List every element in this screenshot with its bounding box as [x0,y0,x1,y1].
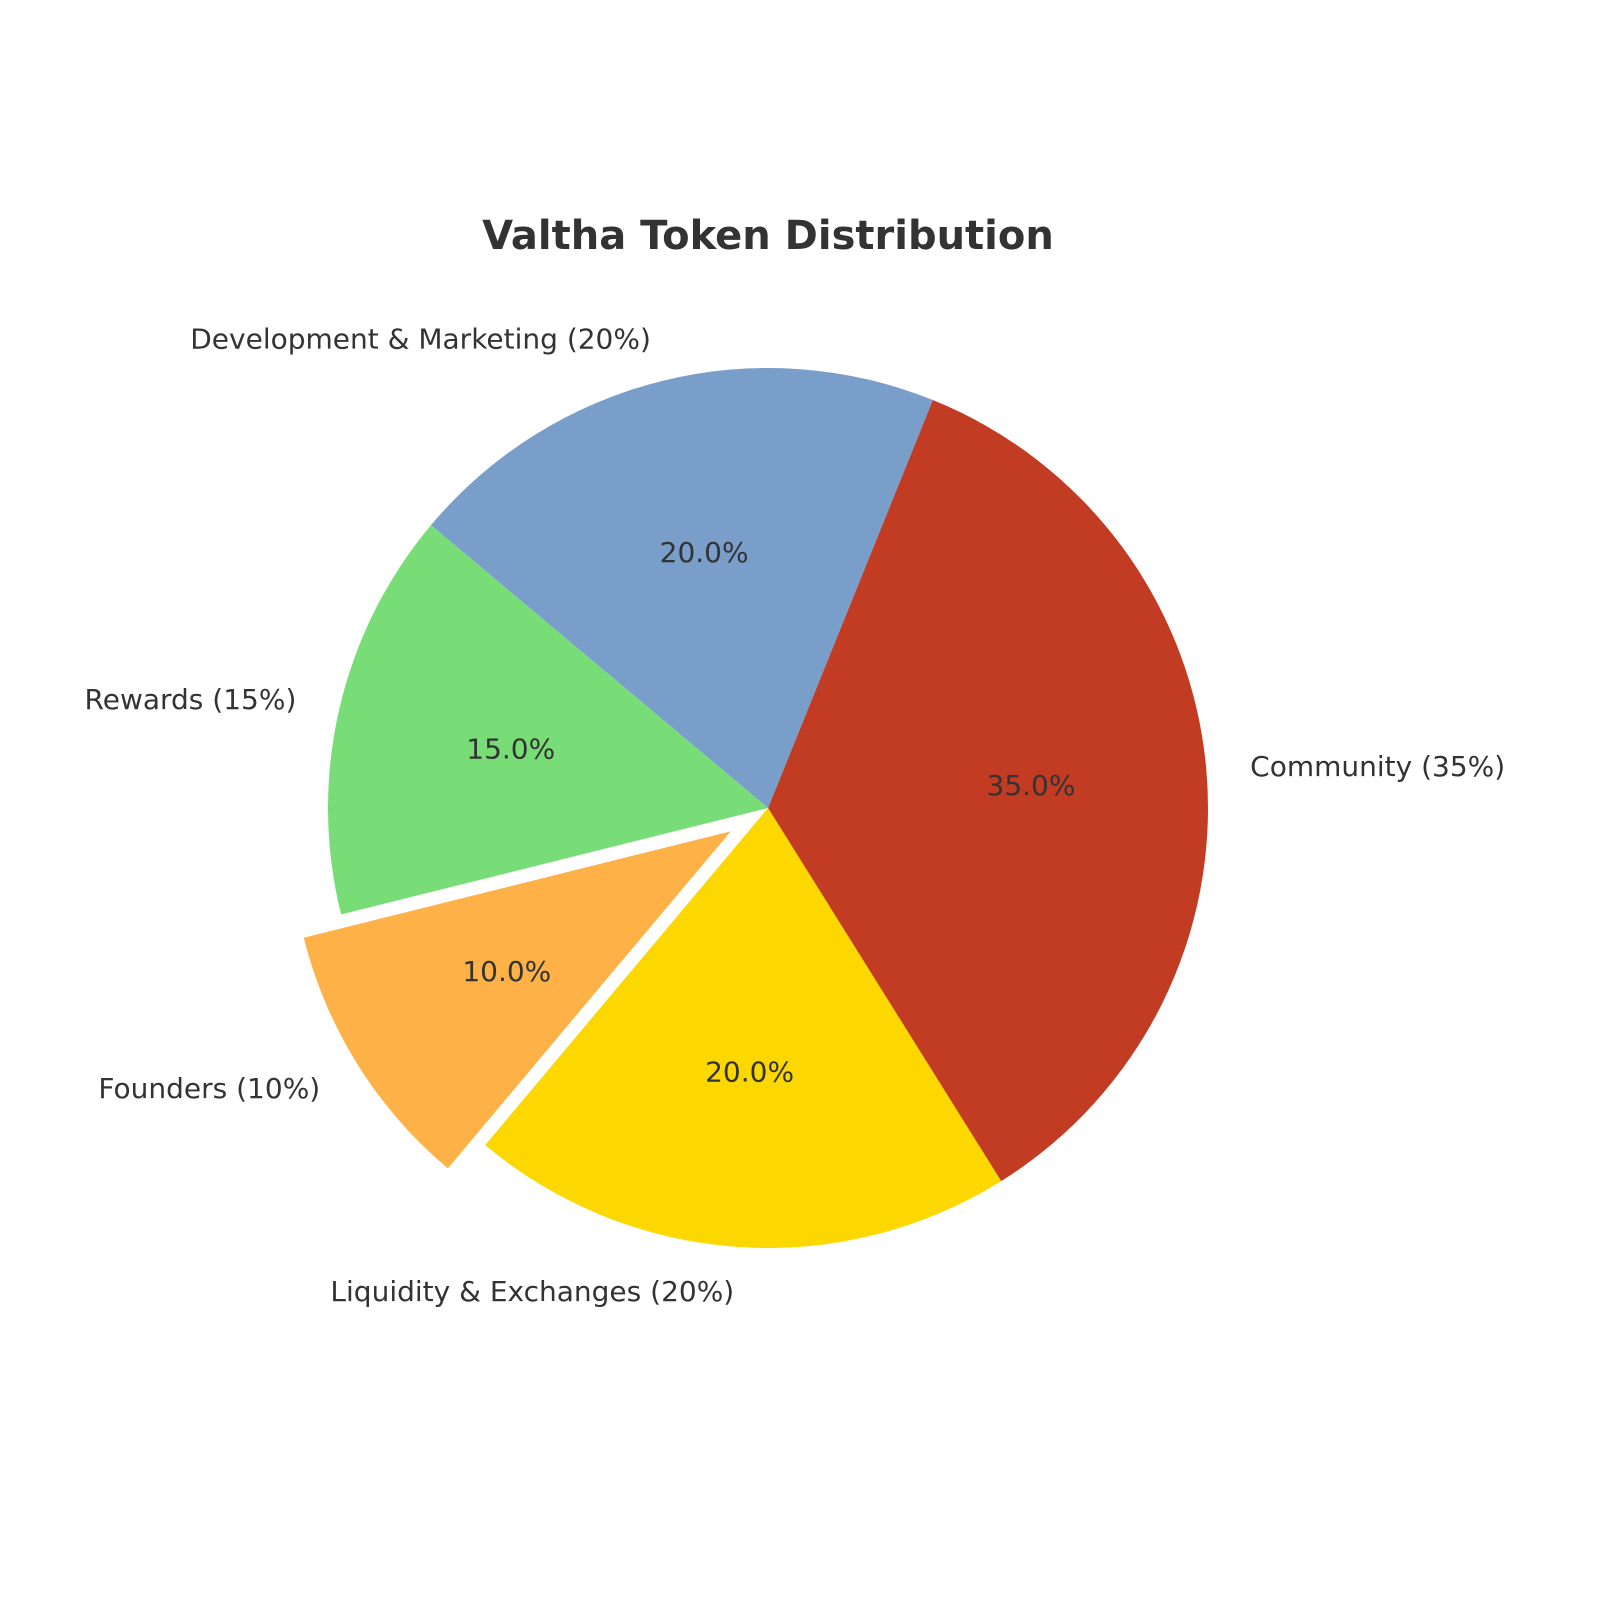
pie-slice-liquidity-exchanges [485,808,1002,1248]
slice-label: Rewards (15%) [85,683,297,716]
slice-label: Founders (10%) [98,1072,320,1105]
chart-title: Valtha Token Distribution [482,213,1054,259]
pie-slice-founders [303,831,731,1169]
pie-labels: 35.0% Community (35%) 20.0% Development & M… [85,322,1506,1307]
slice-percent: 20.0% [705,1055,794,1088]
slice-label: Development & Marketing (20%) [190,322,651,355]
slice-label: Community (35%) [1250,750,1505,783]
pie-slices [303,367,1208,1248]
slice-percent: 35.0% [987,769,1076,802]
pie-slice-development-marketing [430,367,933,808]
pie-slice-rewards [328,525,768,915]
slice-percent: 15.0% [466,733,555,766]
slice-percent: 10.0% [462,955,551,988]
slice-percent: 20.0% [660,536,749,569]
pie-slice-community [768,400,1208,1182]
slice-label: Liquidity & Exchanges (20%) [330,1275,734,1308]
